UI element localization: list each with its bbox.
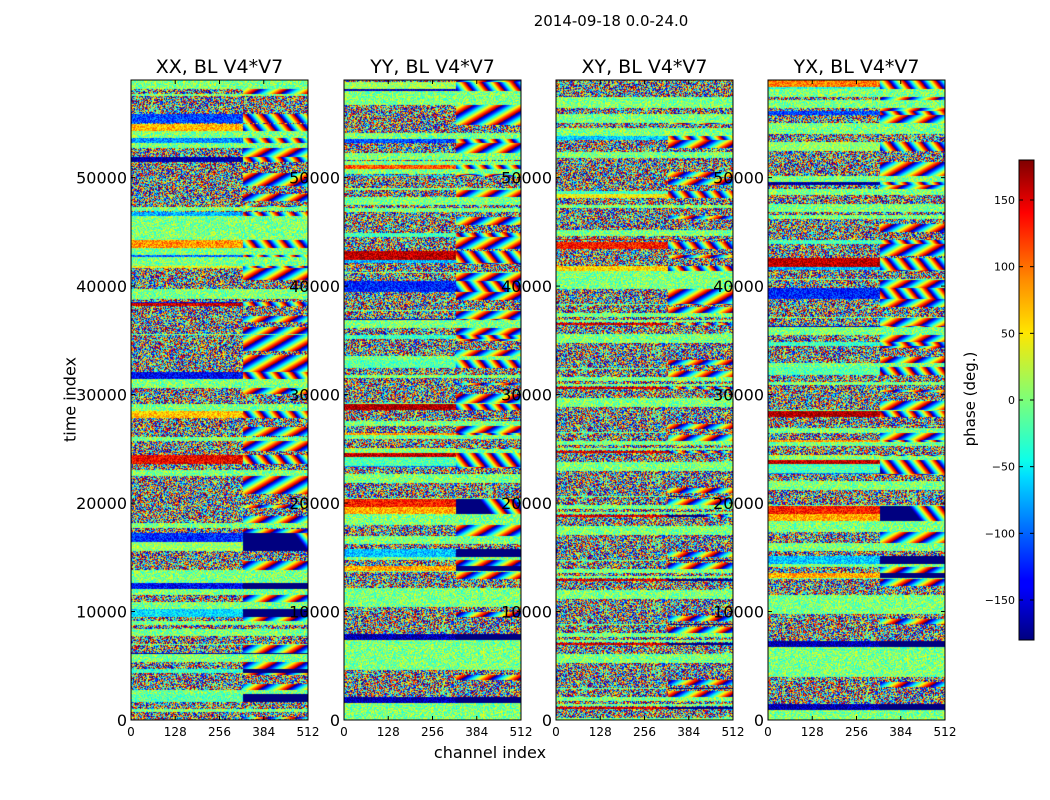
x-tick-label: 256 — [633, 725, 656, 739]
figure-title: 2014-09-18 0.0-24.0 — [533, 12, 689, 30]
y-tick-label: 10000 — [289, 603, 340, 622]
x-tick-label: 384 — [465, 725, 488, 739]
panel-3: XY, BL V4*V7 0 128 256 384 512 0 10000 20000 3000… — [501, 56, 744, 739]
colorbar-tick-label: 50 — [1001, 327, 1015, 340]
x-tick-label: 512 — [510, 725, 533, 739]
x-axis-label: channel index — [433, 743, 547, 762]
y-tick-label: 10000 — [713, 603, 764, 622]
colorbar-tick-label: 0 — [1008, 394, 1015, 407]
y-tick-label: 40000 — [76, 277, 127, 296]
y-tick-label: 50000 — [713, 169, 764, 188]
y-tick-label: 30000 — [501, 386, 552, 405]
y-tick-label: 40000 — [289, 277, 340, 296]
panel-4: YX, BL V4*V7 0 128 256 384 512 0 10000 20000 3000… — [713, 56, 956, 739]
y-tick-label: 0 — [330, 711, 340, 730]
x-tick-label: 128 — [164, 725, 187, 739]
y-tick-label: 30000 — [289, 386, 340, 405]
colorbar-tick-label: −50 — [992, 461, 1015, 474]
x-tick-label: 128 — [377, 725, 400, 739]
heatmap-image-3 — [556, 80, 733, 720]
y-tick-label: 40000 — [713, 277, 764, 296]
x-tick-label: 384 — [252, 725, 275, 739]
y-tick-label: 0 — [754, 711, 764, 730]
y-axis-label: time index — [60, 357, 80, 443]
x-tick-label: 512 — [722, 725, 745, 739]
y-tick-label: 50000 — [289, 169, 340, 188]
colorbar-tick-label: −150 — [985, 594, 1015, 607]
x-tick-label: 512 — [297, 725, 320, 739]
colorbar-tick-label: −100 — [985, 527, 1015, 540]
x-tick-label: 256 — [208, 725, 231, 739]
y-tick-label: 10000 — [501, 603, 552, 622]
panel-title-4: YX, BL V4*V7 — [792, 56, 919, 78]
x-tick-label: 384 — [889, 725, 912, 739]
panel-title-3: XY, BL V4*V7 — [581, 56, 707, 78]
panel-title-2: YY, BL V4*V7 — [369, 56, 495, 78]
heatmap-image-4 — [768, 80, 945, 720]
x-tick-label: 128 — [801, 725, 824, 739]
colorbar-tick-label: 100 — [994, 261, 1015, 274]
y-tick-label: 30000 — [713, 386, 764, 405]
colorbar-label: phase (deg.) — [961, 351, 979, 447]
heatmap-image-2 — [344, 80, 521, 720]
colorbar-tick-label: 150 — [994, 194, 1015, 207]
y-tick-label: 50000 — [76, 169, 127, 188]
panel-1: XX, BL V4*V7 0 128 256 384 512 0 10000 20000 3000… — [76, 56, 319, 739]
x-tick-label: 384 — [677, 725, 700, 739]
y-tick-label: 20000 — [289, 494, 340, 513]
x-tick-label: 0 — [340, 725, 348, 739]
x-tick-label: 0 — [552, 725, 560, 739]
y-tick-label: 20000 — [713, 494, 764, 513]
x-tick-label: 0 — [127, 725, 135, 739]
heatmap-image-1 — [131, 80, 308, 720]
y-tick-label: 50000 — [501, 169, 552, 188]
y-tick-label: 0 — [542, 711, 552, 730]
x-tick-label: 256 — [421, 725, 444, 739]
panel-title-1: XX, BL V4*V7 — [156, 56, 283, 78]
y-tick-label: 20000 — [76, 494, 127, 513]
x-tick-label: 128 — [589, 725, 612, 739]
y-tick-label: 10000 — [76, 603, 127, 622]
y-tick-label: 40000 — [501, 277, 552, 296]
x-tick-label: 256 — [845, 725, 868, 739]
panel-2: YY, BL V4*V7 0 128 256 384 512 0 10000 20000 3000… — [289, 56, 532, 739]
x-tick-label: 512 — [934, 725, 957, 739]
y-tick-label: 0 — [117, 711, 127, 730]
y-tick-label: 20000 — [501, 494, 552, 513]
x-tick-label: 0 — [764, 725, 772, 739]
y-tick-label: 30000 — [76, 386, 127, 405]
